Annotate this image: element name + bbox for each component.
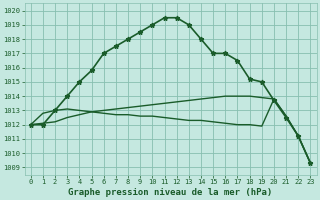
X-axis label: Graphe pression niveau de la mer (hPa): Graphe pression niveau de la mer (hPa) <box>68 188 273 197</box>
